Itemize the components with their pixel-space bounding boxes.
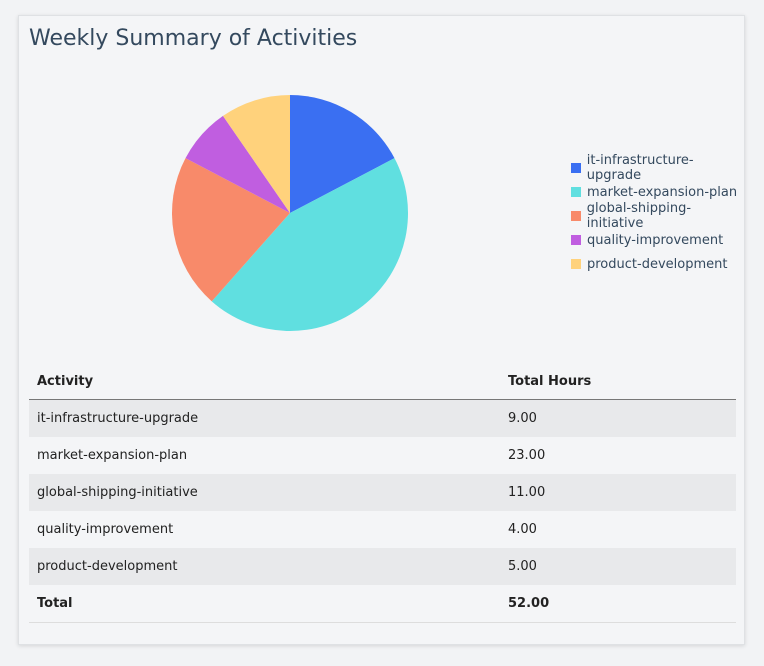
table-row: market-expansion-plan 23.00: [29, 437, 736, 474]
activity-cell: quality-improvement: [37, 522, 174, 537]
legend-swatch: [571, 163, 581, 173]
table-row: quality-improvement 4.00: [29, 511, 736, 548]
hours-cell: 9.00: [500, 399, 736, 437]
activity-cell: product-development: [29, 548, 500, 585]
pie-slice-product-development[interactable]: [222, 95, 290, 213]
legend-label: it-infrastructure-upgrade: [586, 153, 694, 183]
legend-swatch: [571, 235, 581, 245]
legend-item[interactable]: product-development: [571, 252, 744, 276]
header-activity: Activity: [29, 363, 500, 400]
activity-table: Activity Total Hours it-infrastructure-u…: [29, 363, 736, 623]
summary-card: Weekly Summary of Activities it-infrastr…: [18, 15, 745, 645]
pie-slice-global-shipping-initiative[interactable]: [171, 158, 290, 302]
page-title: Weekly Summary of Activities: [29, 26, 358, 51]
legend: it-infrastructure-upgrade market-expansio…: [571, 153, 744, 276]
legend-item[interactable]: it-infrastructure-upgrade: [571, 153, 744, 183]
legend-label: global-shipping-initiative: [586, 201, 692, 231]
table-row: product-development 5.00: [29, 548, 736, 585]
legend-swatch: [571, 259, 581, 269]
hours-cell: 4.00: [508, 522, 537, 537]
table-row: global-shipping-initiative 11.00: [29, 474, 736, 511]
legend-item[interactable]: market-expansion-plan: [571, 180, 744, 204]
legend-item[interactable]: quality-improvement: [571, 228, 744, 252]
legend-swatch: [571, 211, 581, 221]
hours-cell: 11.00: [500, 474, 736, 511]
pie-chart: [171, 95, 409, 332]
legend-swatch: [571, 187, 581, 197]
legend-label: market-expansion-plan: [587, 184, 738, 200]
total-value: 52.00: [500, 585, 736, 623]
activity-cell: market-expansion-plan: [37, 448, 188, 463]
legend-label: quality-improvement: [587, 232, 724, 248]
activity-cell: global-shipping-initiative: [29, 474, 500, 511]
total-label: Total: [29, 585, 500, 623]
pie-slice-quality-improvement[interactable]: [185, 115, 290, 213]
pie-slice-it-infrastructure-upgrade[interactable]: [290, 95, 395, 213]
table-row: it-infrastructure-upgrade 9.00: [29, 399, 736, 437]
hours-cell: 5.00: [500, 548, 736, 585]
header-total-hours: Total Hours: [500, 363, 736, 400]
activity-cell: it-infrastructure-upgrade: [29, 399, 500, 437]
hours-cell: 23.00: [508, 448, 546, 463]
pie-slice-market-expansion-plan[interactable]: [211, 158, 409, 332]
legend-label: product-development: [587, 256, 728, 272]
total-row: Total 52.00: [29, 585, 736, 623]
legend-item[interactable]: global-shipping-initiative: [571, 201, 744, 231]
